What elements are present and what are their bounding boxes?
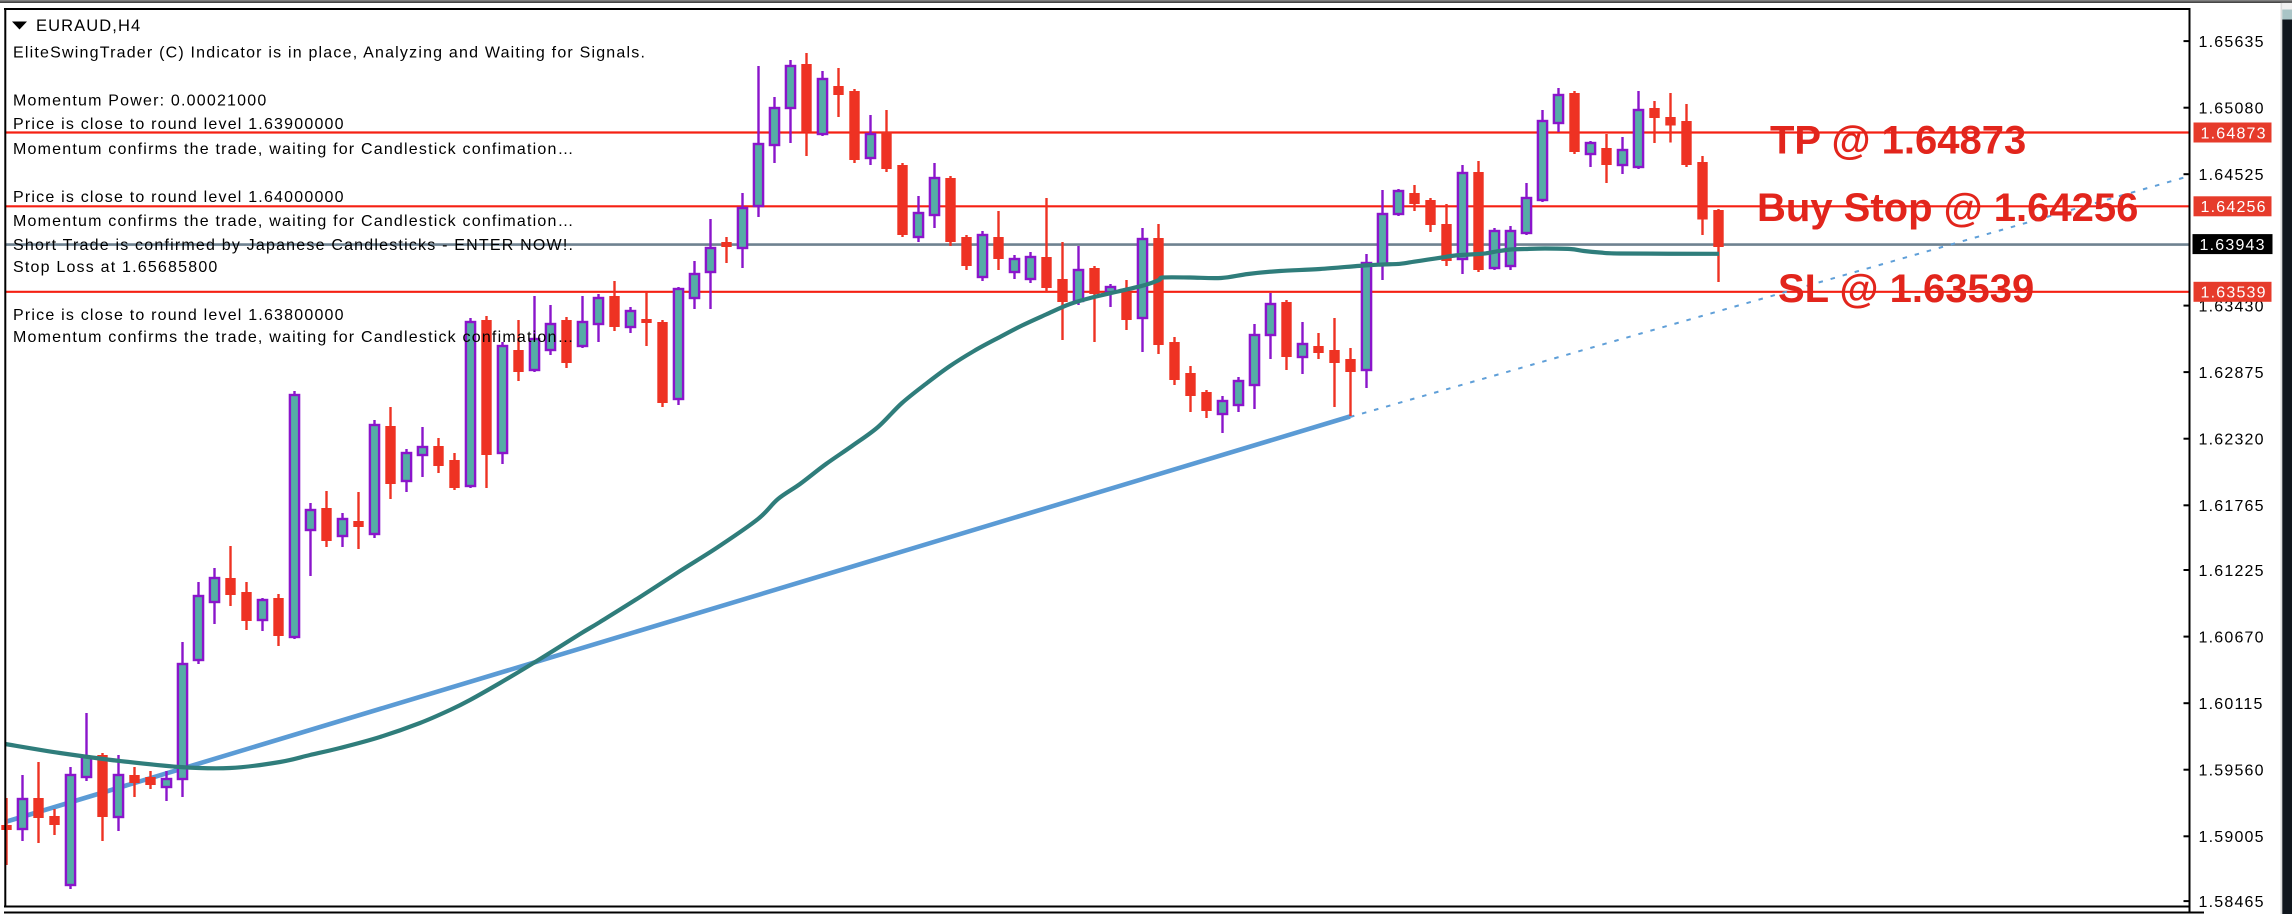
svg-text:Momentum Power: 0.00021000: Momentum Power: 0.00021000 [13,93,267,110]
svg-text:Momentum confirms the trade, w: Momentum confirms the trade, waiting for… [13,213,575,230]
svg-text:1.63539: 1.63539 [2201,285,2267,302]
svg-text:Momentum confirms the trade, w: Momentum confirms the trade, waiting for… [13,141,575,158]
svg-text:1.65080: 1.65080 [2199,101,2265,118]
svg-text:1.61765: 1.61765 [2199,498,2265,515]
svg-text:1.60670: 1.60670 [2199,629,2265,646]
svg-text:Momentum confirms the trade, w: Momentum confirms the trade, waiting for… [13,329,575,346]
svg-text:1.60115: 1.60115 [2199,696,2264,713]
svg-text:Stop Loss at 1.65685800: Stop Loss at 1.65685800 [13,259,219,276]
svg-text:Buy Stop @ 1.64256: Buy Stop @ 1.64256 [1757,186,2138,230]
svg-text:1.63943: 1.63943 [2200,237,2266,254]
svg-text:1.58465: 1.58465 [2199,894,2265,911]
svg-text:1.64256: 1.64256 [2201,199,2267,216]
svg-text:1.64873: 1.64873 [2201,125,2267,142]
svg-text:Short Trade is confirmed by Ja: Short Trade is confirmed by Japanese Can… [13,237,574,254]
svg-text:1.61225: 1.61225 [2199,563,2265,580]
svg-text:1.59005: 1.59005 [2199,829,2265,846]
svg-text:1.64525: 1.64525 [2199,167,2265,184]
svg-text:1.62875: 1.62875 [2199,365,2265,382]
svg-text:EliteSwingTrader (C) Indicator: EliteSwingTrader (C) Indicator is in pla… [13,45,646,62]
svg-text:SL @ 1.63539: SL @ 1.63539 [1778,267,2034,311]
svg-text:1.63430: 1.63430 [2199,298,2265,315]
svg-text:EURAUD,H4: EURAUD,H4 [36,17,141,35]
svg-text:Price is close to round level: Price is close to round level 1.64000000 [13,189,345,206]
svg-text:Price is close to round level: Price is close to round level 1.63800000 [13,307,345,324]
svg-text:Price is close to round level: Price is close to round level 1.63900000 [13,116,345,133]
svg-text:TP @ 1.64873: TP @ 1.64873 [1770,118,2026,162]
svg-text:1.59560: 1.59560 [2199,763,2265,780]
svg-text:1.62320: 1.62320 [2199,432,2265,449]
svg-text:1.65635: 1.65635 [2199,34,2265,51]
